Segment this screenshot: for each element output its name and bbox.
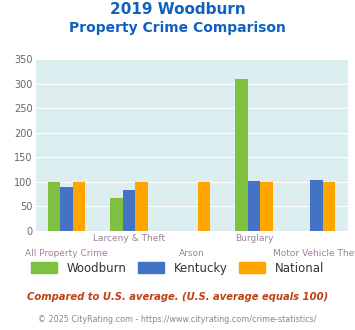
Text: Arson: Arson [179, 249, 204, 258]
Bar [48, 182, 60, 231]
Text: Motor Vehicle Theft: Motor Vehicle Theft [273, 249, 355, 258]
Bar [136, 182, 148, 231]
Text: © 2025 CityRating.com - https://www.cityrating.com/crime-statistics/: © 2025 CityRating.com - https://www.city… [38, 315, 317, 324]
Bar [110, 198, 123, 231]
Bar [261, 182, 273, 231]
Text: 2019 Woodburn: 2019 Woodburn [110, 2, 245, 16]
Bar [323, 182, 335, 231]
Text: All Property Crime: All Property Crime [26, 249, 108, 258]
Bar [60, 187, 73, 231]
Legend: Woodburn, Kentucky, National: Woodburn, Kentucky, National [31, 262, 324, 275]
Bar [235, 79, 248, 231]
Text: Compared to U.S. average. (U.S. average equals 100): Compared to U.S. average. (U.S. average … [27, 292, 328, 302]
Text: Burglary: Burglary [235, 234, 273, 243]
Bar [248, 181, 261, 231]
Bar [198, 182, 211, 231]
Bar [123, 190, 136, 231]
Text: Property Crime Comparison: Property Crime Comparison [69, 21, 286, 35]
Text: Larceny & Theft: Larceny & Theft [93, 234, 165, 243]
Bar [310, 180, 323, 231]
Bar [73, 182, 86, 231]
